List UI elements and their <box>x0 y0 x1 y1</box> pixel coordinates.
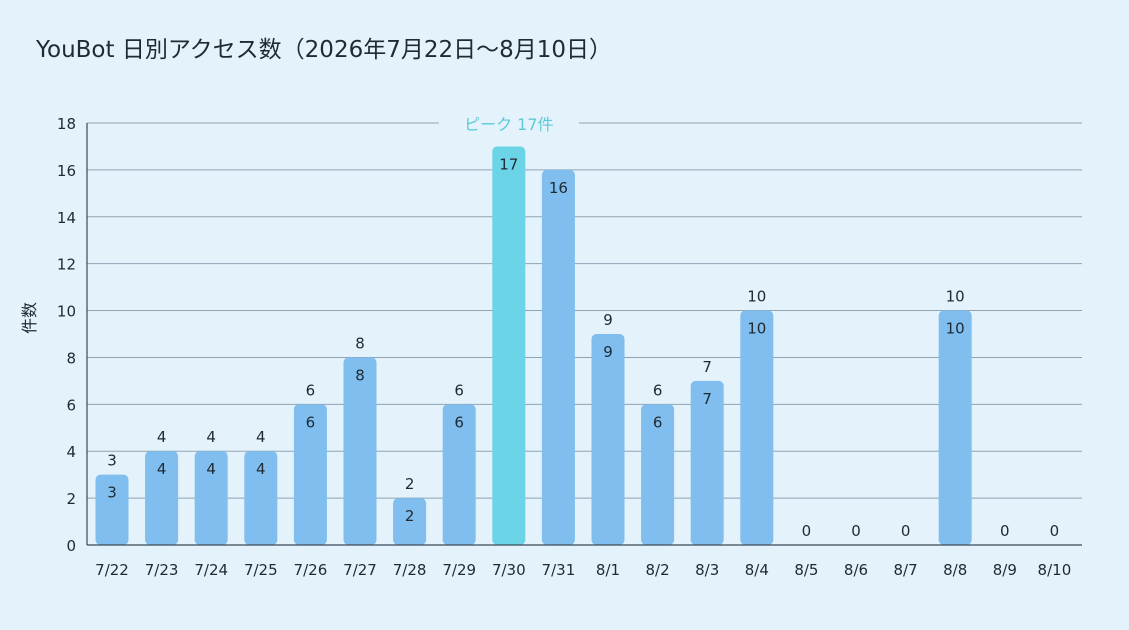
y-tick-label: 10 <box>57 303 76 321</box>
bar-inner-label: 16 <box>549 179 568 197</box>
x-tick-label: 8/5 <box>794 561 818 579</box>
bar-value-label: 0 <box>1000 522 1010 540</box>
bar-value-label: 0 <box>802 522 812 540</box>
bar <box>442 404 476 545</box>
bar-value-label: 4 <box>206 428 216 446</box>
bar-inner-label: 7 <box>702 390 712 408</box>
bar-inner-label: 9 <box>603 343 613 361</box>
x-tick-label: 8/3 <box>695 561 719 579</box>
bar-inner-label: 8 <box>355 366 365 384</box>
bar <box>343 357 377 545</box>
bar <box>293 404 327 545</box>
bar <box>145 451 179 545</box>
bar <box>591 334 625 545</box>
x-tick-label: 8/2 <box>646 561 670 579</box>
bar-inner-label: 10 <box>747 320 766 338</box>
bar-value-label: 9 <box>603 311 613 329</box>
bar-value-label: 3 <box>107 452 117 470</box>
bar-value-label: 0 <box>1050 522 1060 540</box>
bar <box>244 451 278 545</box>
bar-value-label: 4 <box>157 428 167 446</box>
bar-value-label: 0 <box>901 522 911 540</box>
x-tick-label: 8/1 <box>596 561 620 579</box>
bar-inner-label: 17 <box>499 155 518 173</box>
bar <box>393 498 427 545</box>
x-tick-label: 8/4 <box>745 561 769 579</box>
x-tick-label: 8/9 <box>993 561 1017 579</box>
bar-inner-label: 4 <box>256 460 266 478</box>
x-tick-label: 7/26 <box>294 561 328 579</box>
y-tick-label: 14 <box>57 209 76 227</box>
x-tick-label: 8/7 <box>894 561 918 579</box>
y-tick-label: 18 <box>57 115 76 133</box>
bar-value-label: 7 <box>702 358 712 376</box>
x-tick-label: 7/22 <box>95 561 129 579</box>
chart-title: YouBot 日別アクセス数（2026年7月22日〜8月10日） <box>36 37 613 63</box>
bar-inner-label: 4 <box>206 460 216 478</box>
bar-value-label: 6 <box>306 381 316 399</box>
bar <box>194 451 228 545</box>
x-tick-label: 7/27 <box>343 561 377 579</box>
y-tick-label: 8 <box>66 349 76 367</box>
y-tick-label: 2 <box>66 490 76 508</box>
bar-value-label: 4 <box>256 428 266 446</box>
x-tick-label: 8/8 <box>943 561 967 579</box>
bar-inner-label: 2 <box>405 507 415 525</box>
bar <box>641 404 675 545</box>
bar-value-label: 2 <box>405 475 415 493</box>
y-tick-label: 4 <box>66 443 76 461</box>
bar <box>740 310 774 545</box>
x-tick-label: 7/29 <box>442 561 476 579</box>
bar-inner-label: 10 <box>946 320 965 338</box>
bar-inner-label: 3 <box>107 484 117 502</box>
bar-inner-label: 4 <box>157 460 167 478</box>
bar-value-label: 6 <box>653 381 663 399</box>
peak-label: ピーク 17件 <box>464 115 553 134</box>
x-tick-label: 7/30 <box>492 561 526 579</box>
bar-inner-label: 6 <box>653 413 663 431</box>
bar-value-label: 8 <box>355 334 365 352</box>
bar-inner-label: 6 <box>306 413 316 431</box>
bar-value-label: 10 <box>747 288 766 306</box>
y-tick-label: 6 <box>66 396 76 414</box>
x-tick-label: 8/10 <box>1038 561 1072 579</box>
x-tick-label: 7/24 <box>194 561 228 579</box>
bar <box>690 380 724 545</box>
peak-label-bg <box>438 111 579 133</box>
x-tick-label: 8/6 <box>844 561 868 579</box>
x-tick-label: 7/23 <box>145 561 179 579</box>
bar <box>95 474 129 545</box>
bar-value-label: 6 <box>454 381 464 399</box>
bar-value-label: 10 <box>946 288 965 306</box>
x-tick-label: 7/28 <box>393 561 427 579</box>
x-tick-label: 7/25 <box>244 561 278 579</box>
bar <box>938 310 972 545</box>
bar <box>492 146 526 545</box>
y-tick-label: 0 <box>66 537 76 555</box>
bar-inner-label: 6 <box>454 413 464 431</box>
y-tick-label: 16 <box>57 162 76 180</box>
bar <box>541 169 575 545</box>
y-tick-label: 12 <box>57 256 76 274</box>
bar-value-label: 0 <box>851 522 861 540</box>
x-tick-label: 7/31 <box>542 561 576 579</box>
